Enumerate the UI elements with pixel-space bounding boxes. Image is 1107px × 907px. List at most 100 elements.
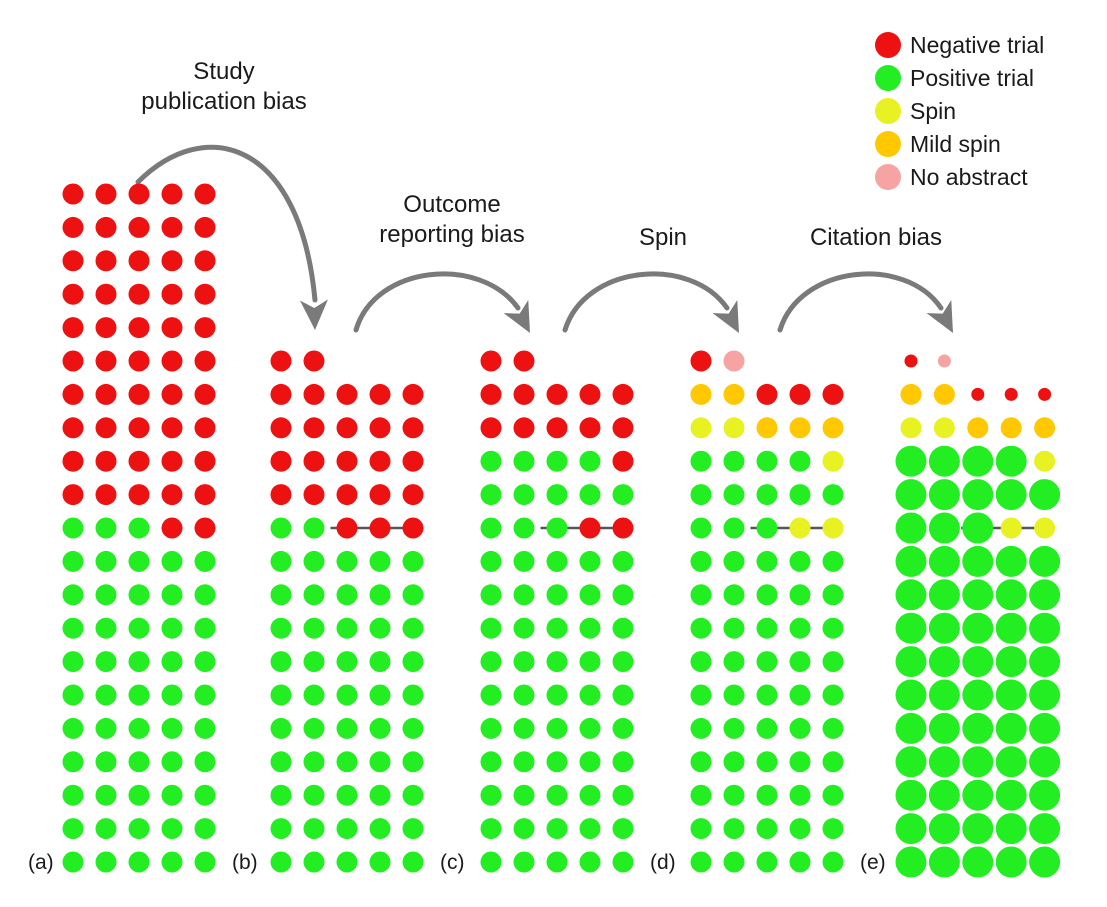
mild-spin-dot <box>723 383 745 405</box>
positive-trial-dot <box>579 717 601 739</box>
negative-trial-dot <box>62 350 84 372</box>
positive-trial-dot <box>1029 579 1061 611</box>
positive-trial-dot <box>303 751 325 773</box>
positive-trial-dot <box>612 651 634 673</box>
negative-trial-dot <box>161 450 183 472</box>
positive-trial-dot <box>822 717 844 739</box>
negative-trial-dot <box>1004 387 1018 401</box>
positive-trial-dot <box>336 784 358 806</box>
positive-trial-dot <box>194 684 216 706</box>
positive-trial-dot <box>513 617 535 639</box>
positive-trial-dot <box>336 550 358 572</box>
positive-trial-dot <box>546 651 568 673</box>
positive-trial-dot <box>756 584 778 606</box>
positive-trial-dot <box>723 684 745 706</box>
positive-trial-dot <box>895 746 927 778</box>
positive-trial-dot <box>303 784 325 806</box>
negative-trial-dot <box>513 350 535 372</box>
negative-trial-dot <box>402 484 424 506</box>
positive-trial-dot <box>546 617 568 639</box>
positive-trial-dot <box>128 550 150 572</box>
negative-trial-dot <box>612 383 634 405</box>
positive-trial-dot <box>62 851 84 873</box>
positive-trial-dot <box>962 445 994 477</box>
positive-trial-dot <box>62 651 84 673</box>
positive-trial-dot <box>579 617 601 639</box>
negative-trial-dot <box>369 417 391 439</box>
negative-trial-dot <box>95 183 117 205</box>
positive-trial-dot <box>579 818 601 840</box>
negative-trial-dot <box>480 417 502 439</box>
arrowhead-icon <box>503 299 530 333</box>
positive-trial-dot <box>1029 612 1061 644</box>
positive-trial-dot <box>789 818 811 840</box>
positive-trial-dot <box>303 651 325 673</box>
negative-trial-dot <box>336 517 358 539</box>
no-abstract-dot <box>937 354 951 368</box>
negative-trial-dot <box>336 450 358 472</box>
positive-trial-dot <box>480 684 502 706</box>
positive-trial-dot <box>303 851 325 873</box>
negative-trial-dot <box>904 354 918 368</box>
positive-trial-dot <box>1029 846 1061 878</box>
negative-trial-dot <box>579 383 601 405</box>
no-abstract-dot-icon <box>875 164 901 190</box>
positive-trial-dot <box>723 617 745 639</box>
negative-trial-dot <box>579 417 601 439</box>
positive-trial-dot <box>928 579 960 611</box>
negative-trial-dot <box>95 450 117 472</box>
positive-trial-dot <box>369 617 391 639</box>
positive-trial-dot <box>612 751 634 773</box>
positive-trial-dot <box>756 550 778 572</box>
positive-trial-dot <box>1029 679 1061 711</box>
positive-trial-dot <box>95 651 117 673</box>
negative-trial-dot <box>402 450 424 472</box>
positive-trial-dot <box>822 584 844 606</box>
positive-trial-dot <box>270 651 292 673</box>
negative-trial-dot <box>194 450 216 472</box>
positive-trial-dot <box>962 846 994 878</box>
positive-trial-dot <box>161 584 183 606</box>
positive-trial-dot <box>194 851 216 873</box>
positive-trial-dot <box>1029 479 1061 511</box>
stage-label-line1: Study <box>193 58 255 85</box>
positive-trial-dot <box>303 517 325 539</box>
negative-trial-dot <box>161 317 183 339</box>
arrowhead-icon <box>712 299 739 333</box>
positive-trial-dot <box>895 813 927 845</box>
positive-trial-dot <box>723 784 745 806</box>
negative-trial-dot <box>128 450 150 472</box>
positive-trial-dot <box>579 651 601 673</box>
stage-label-line1: Spin <box>638 224 688 251</box>
positive-trial-dot <box>546 784 568 806</box>
positive-trial-dot <box>928 646 960 678</box>
positive-trial-dot <box>822 550 844 572</box>
positive-trial-dot <box>995 712 1027 744</box>
positive-trial-dot <box>95 550 117 572</box>
positive-trial-dot <box>128 517 150 539</box>
positive-trial-dot <box>369 851 391 873</box>
negative-trial-dot <box>303 383 325 405</box>
positive-trial-dot <box>895 712 927 744</box>
spin-dot <box>690 417 712 439</box>
no-abstract-dot <box>723 350 745 372</box>
positive-trial-dot <box>995 612 1027 644</box>
positive-trial-dot <box>513 717 535 739</box>
positive-trial-dot <box>480 851 502 873</box>
positive-trial-dot <box>513 584 535 606</box>
positive-trial-dot <box>690 751 712 773</box>
spin-dot <box>822 517 844 539</box>
negative-trial-dot <box>369 383 391 405</box>
positive-trial-dot <box>513 450 535 472</box>
positive-trial-dot <box>480 517 502 539</box>
positive-trial-dot <box>513 784 535 806</box>
negative-trial-dot <box>62 183 84 205</box>
positive-trial-dot <box>546 484 568 506</box>
positive-trial-dot <box>161 717 183 739</box>
positive-trial-dot <box>402 550 424 572</box>
negative-trial-dot <box>612 517 634 539</box>
mild-spin-dot <box>933 383 955 405</box>
spin-arrow <box>562 271 739 333</box>
positive-trial-dot <box>995 746 1027 778</box>
